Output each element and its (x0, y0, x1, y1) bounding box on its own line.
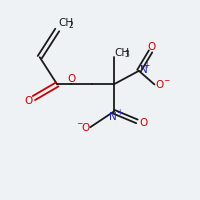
Text: O: O (81, 123, 89, 133)
Text: CH: CH (59, 18, 74, 28)
Text: −: − (163, 76, 169, 85)
Text: N: N (109, 112, 117, 122)
Text: 3: 3 (124, 50, 129, 59)
Text: +: + (143, 60, 150, 70)
Text: O: O (24, 96, 33, 106)
Text: O: O (67, 74, 75, 84)
Text: N: N (140, 65, 147, 75)
Text: CH: CH (114, 48, 130, 58)
Text: 2: 2 (68, 21, 73, 30)
Text: +: + (116, 108, 122, 117)
Text: O: O (156, 80, 164, 90)
Text: O: O (147, 42, 155, 52)
Text: O: O (139, 118, 147, 128)
Text: −: − (76, 119, 82, 128)
